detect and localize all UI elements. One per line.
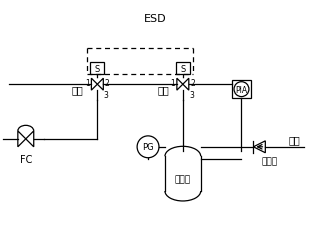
Text: 储气罐: 储气罐: [175, 174, 191, 183]
Text: 失电: 失电: [157, 85, 169, 95]
Text: FC: FC: [20, 154, 32, 164]
Text: 1: 1: [85, 78, 90, 87]
Text: 1: 1: [170, 78, 175, 87]
Text: PG: PG: [142, 143, 154, 152]
Bar: [91, 63, 104, 75]
Text: S: S: [180, 65, 185, 74]
Text: 2: 2: [105, 78, 110, 87]
Bar: [231, 81, 251, 99]
Text: 3: 3: [104, 90, 109, 99]
Text: 失电: 失电: [72, 85, 83, 95]
Text: 3: 3: [189, 90, 194, 99]
Bar: [176, 63, 190, 75]
Text: S: S: [95, 65, 100, 74]
Text: PIA: PIA: [235, 85, 248, 94]
Text: ESD: ESD: [144, 14, 166, 24]
Text: 气源: 气源: [288, 134, 300, 144]
Text: 2: 2: [190, 78, 195, 87]
Text: 单向阀: 单向阀: [261, 157, 277, 166]
